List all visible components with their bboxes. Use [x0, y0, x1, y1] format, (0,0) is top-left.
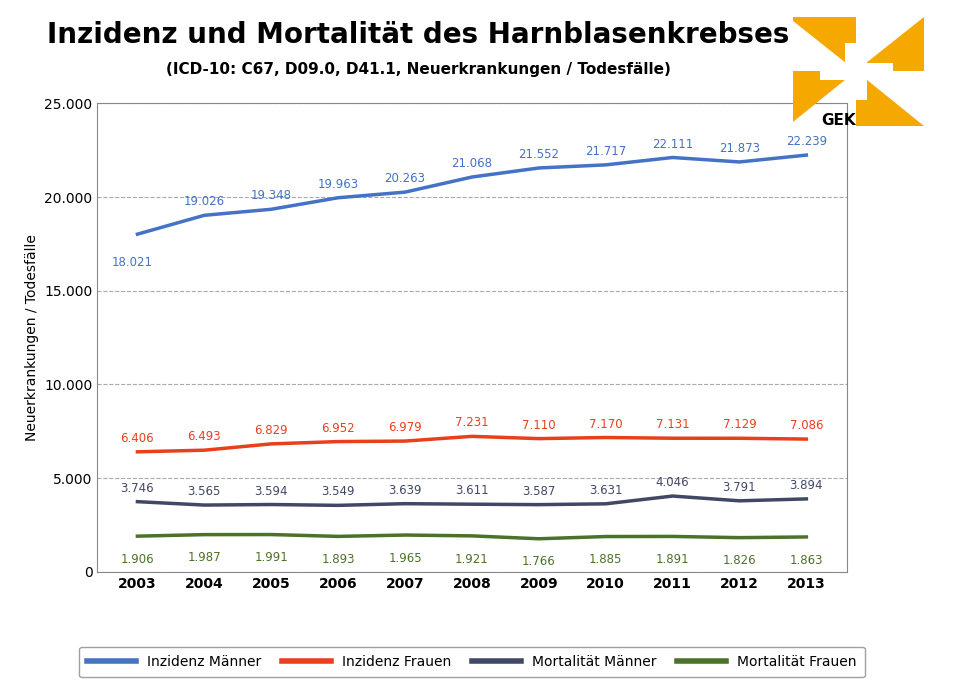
Text: 7.131: 7.131 [656, 418, 690, 431]
Text: 6.952: 6.952 [321, 422, 355, 435]
Text: 3.746: 3.746 [121, 482, 155, 495]
Polygon shape [788, 17, 856, 72]
Legend: Inzidenz Männer, Inzidenz Frauen, Mortalität Männer, Mortalität Frauen: Inzidenz Männer, Inzidenz Frauen, Mortal… [79, 647, 865, 677]
Text: 1.826: 1.826 [723, 555, 756, 567]
Text: 6.829: 6.829 [254, 424, 288, 437]
Text: 1.891: 1.891 [656, 553, 690, 566]
Text: 1.965: 1.965 [388, 552, 422, 565]
Text: 7.231: 7.231 [455, 416, 488, 429]
Text: 18.021: 18.021 [111, 256, 153, 269]
Text: 6.406: 6.406 [121, 432, 155, 445]
Text: 3.611: 3.611 [455, 484, 488, 497]
Bar [820, 63, 892, 80]
Y-axis label: Neuerkrankungen / Todesfälle: Neuerkrankungen / Todesfälle [24, 234, 39, 441]
Text: 3.791: 3.791 [723, 481, 756, 494]
Text: 4.046: 4.046 [656, 476, 690, 489]
Text: 1.921: 1.921 [455, 553, 488, 566]
Text: 7.086: 7.086 [790, 419, 823, 432]
Text: 21.552: 21.552 [519, 148, 559, 161]
Text: 1.885: 1.885 [589, 553, 623, 566]
Text: 19.963: 19.963 [317, 178, 359, 191]
Text: 3.594: 3.594 [255, 484, 288, 497]
Text: Inzidenz und Mortalität des Harnblasenkrebses: Inzidenz und Mortalität des Harnblasenkr… [48, 21, 789, 49]
Text: 19.348: 19.348 [251, 189, 292, 203]
Text: ID: ID [856, 113, 875, 128]
Text: 21.717: 21.717 [585, 145, 627, 158]
Text: 7.170: 7.170 [589, 418, 623, 431]
Text: 6.979: 6.979 [388, 421, 422, 434]
Text: 7.110: 7.110 [522, 419, 556, 432]
Text: 21.873: 21.873 [719, 142, 760, 155]
Polygon shape [856, 17, 924, 72]
Text: 3.894: 3.894 [790, 479, 823, 492]
Text: 20.263: 20.263 [384, 172, 425, 185]
Bar [846, 43, 867, 101]
Text: 6.493: 6.493 [188, 430, 221, 443]
Text: 3.587: 3.587 [523, 484, 556, 497]
Polygon shape [788, 72, 856, 125]
Text: 3.549: 3.549 [321, 486, 355, 498]
Text: 7.129: 7.129 [723, 418, 756, 431]
Text: 3.565: 3.565 [188, 485, 221, 498]
Text: 3.639: 3.639 [388, 484, 421, 497]
Text: 22.111: 22.111 [652, 138, 693, 151]
Text: 1.991: 1.991 [254, 551, 288, 564]
Text: GEK: GEK [822, 113, 856, 128]
Text: 1.766: 1.766 [522, 555, 556, 568]
Polygon shape [856, 72, 924, 125]
Text: 19.026: 19.026 [184, 196, 225, 208]
Text: 22.239: 22.239 [786, 135, 827, 148]
Text: 1.863: 1.863 [790, 554, 823, 566]
Text: 1.987: 1.987 [188, 551, 221, 564]
Text: 3.631: 3.631 [589, 484, 623, 497]
Text: 21.068: 21.068 [451, 157, 492, 170]
Text: 1.893: 1.893 [321, 553, 355, 566]
Text: (ICD-10: C67, D09.0, D41.1, Neuerkrankungen / Todesfälle): (ICD-10: C67, D09.0, D41.1, Neuerkrankun… [166, 62, 670, 77]
Text: 1.906: 1.906 [121, 553, 155, 566]
